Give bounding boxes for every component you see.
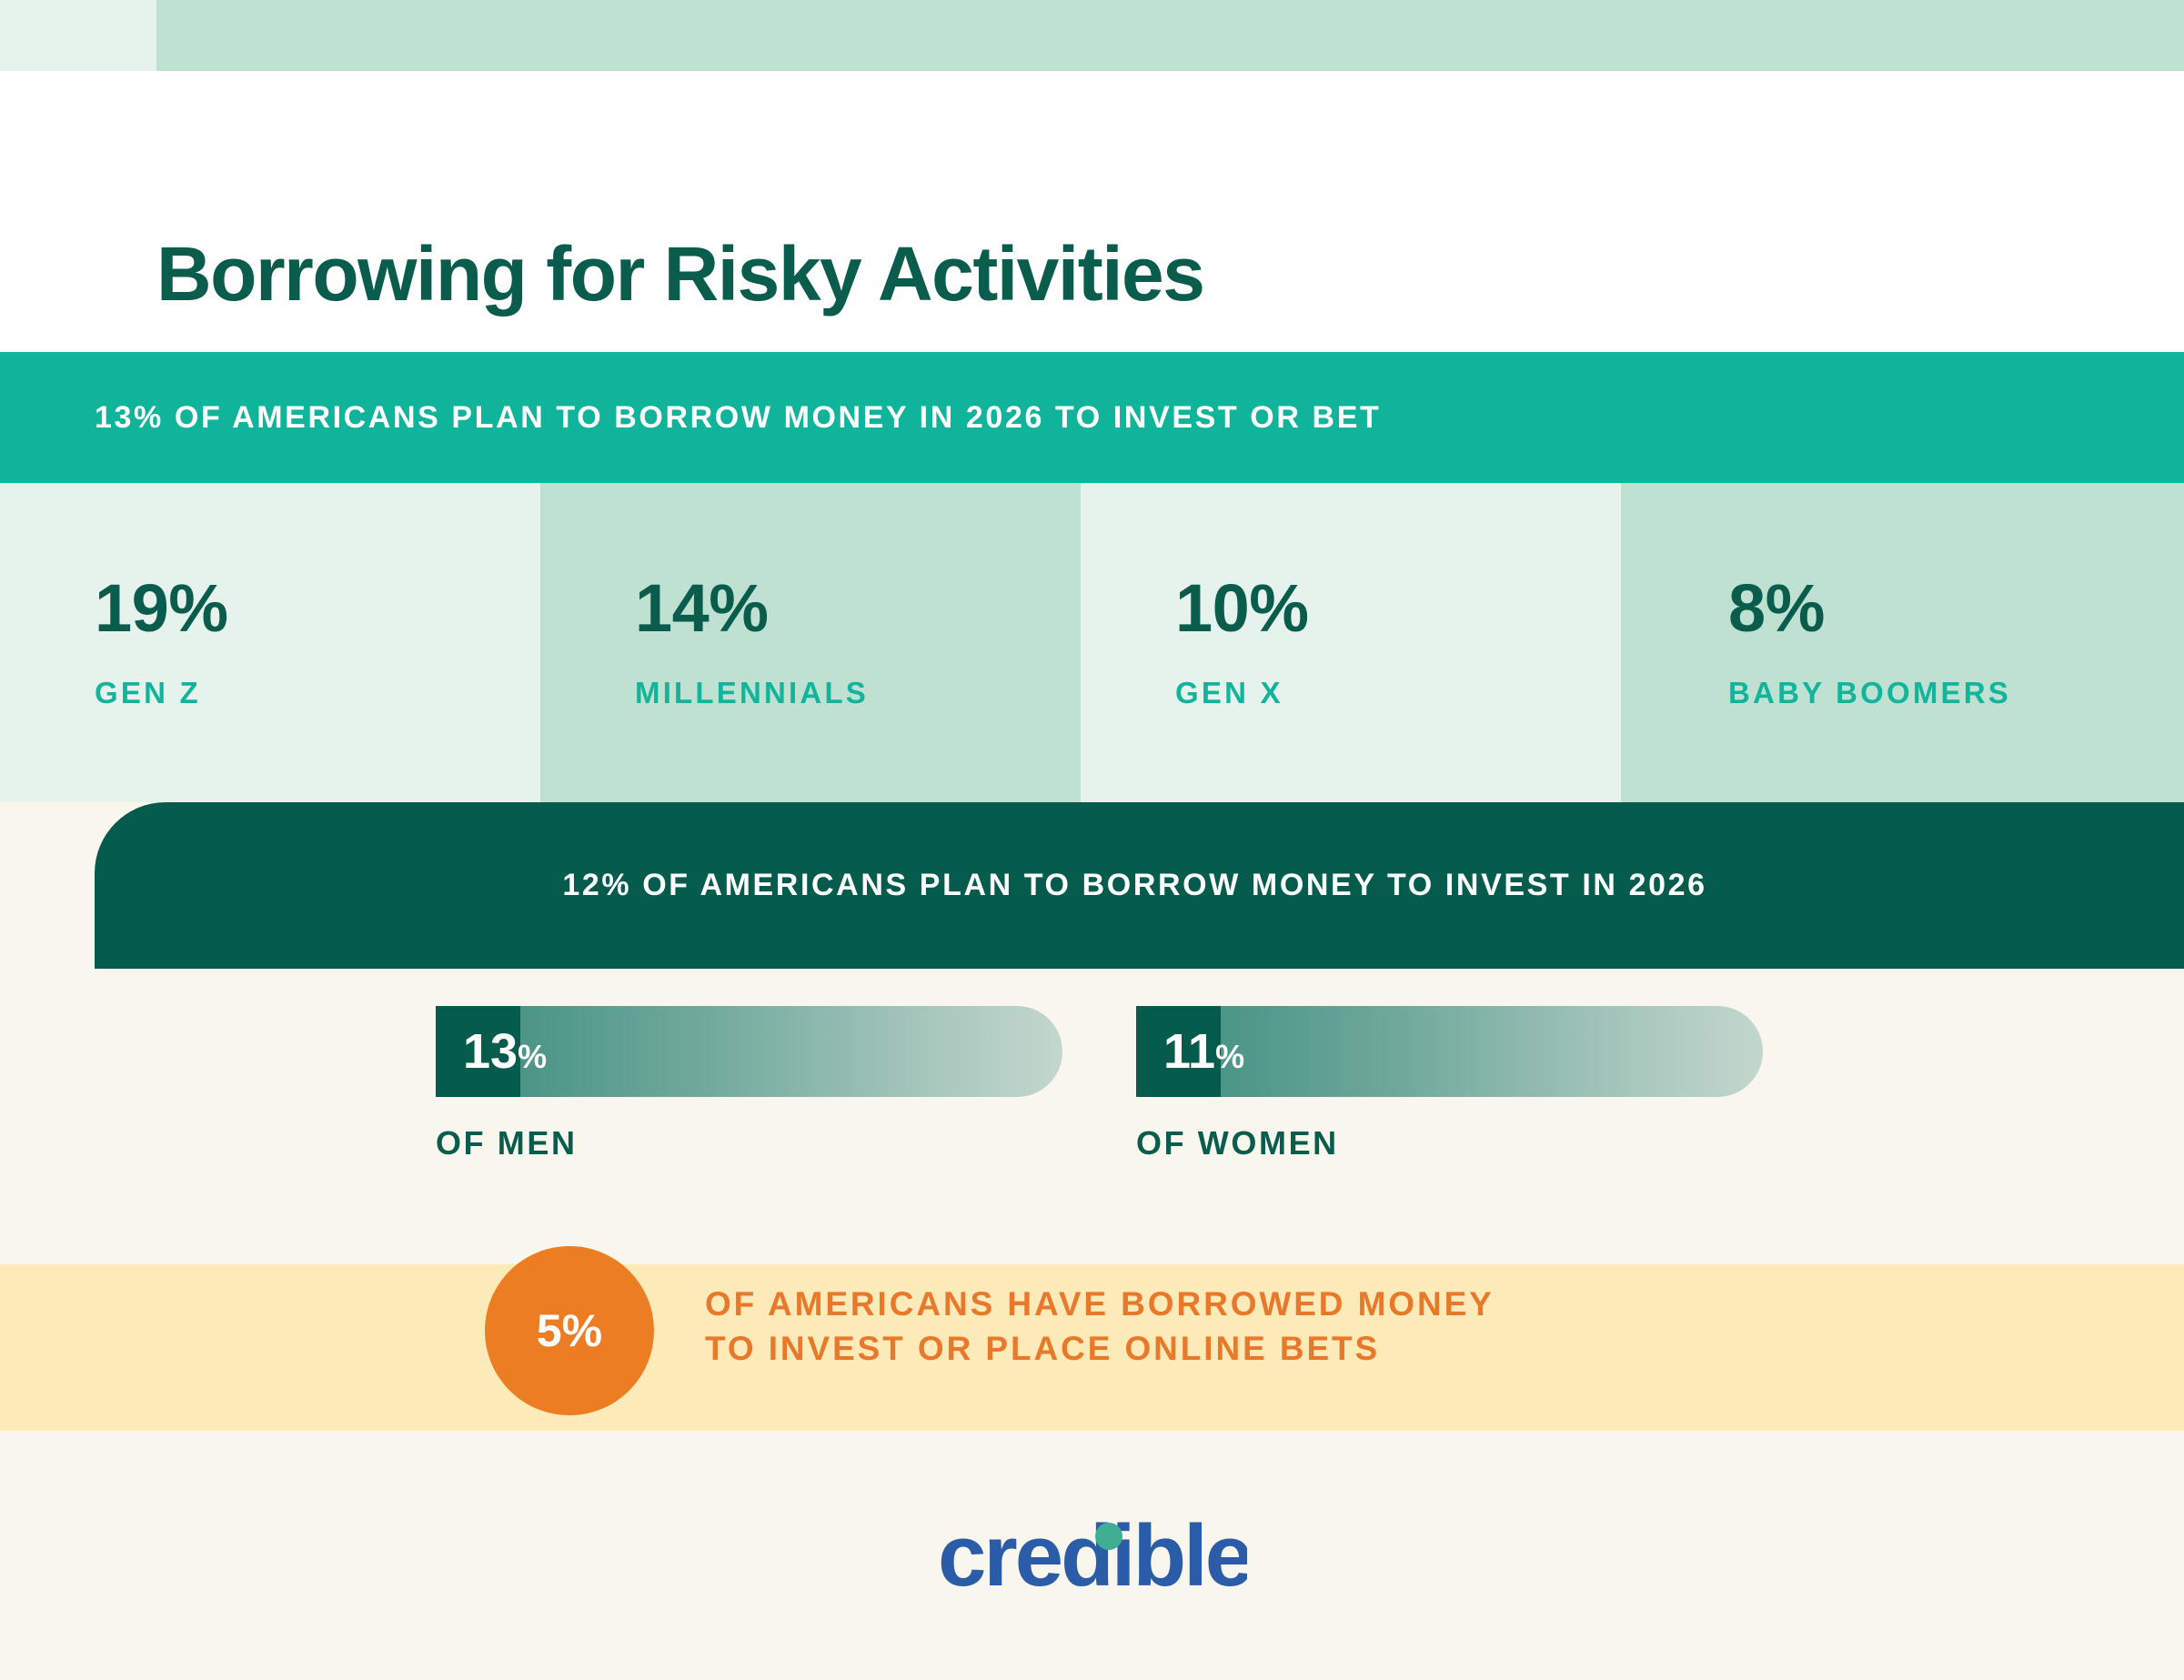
title-zone: Borrowing for Risky Activities <box>0 71 2184 352</box>
generation-stats-strip: 19% GEN Z 14% MILLENNIALS 10% GEN X 8% B… <box>0 483 2184 802</box>
credible-logo-dot-icon <box>1094 1523 1122 1550</box>
teal-headline-text: 13% OF AMERICANS PLAN TO BORROW MONEY IN… <box>95 399 1382 435</box>
callout-text-line-1: OF AMERICANS HAVE BORROWED MONEY <box>705 1285 1495 1323</box>
yellow-callout-band <box>0 1264 2184 1431</box>
top-accent-bar-light <box>0 0 156 71</box>
bar-track: 13% <box>436 1006 1062 1097</box>
bar-value: 11% <box>1163 1027 1244 1076</box>
generation-cell-gen-x: 10% GEN X <box>1081 483 1621 802</box>
generation-value: 14% <box>635 570 769 646</box>
callout-text: OF AMERICANS HAVE BORROWED MONEY TO INVE… <box>705 1283 1495 1372</box>
credible-logo-wordmark: credible <box>938 1514 1247 1602</box>
bar-value-number: 11 <box>1163 1024 1216 1079</box>
generation-label: GEN Z <box>95 676 201 709</box>
bar-caption: OF MEN <box>436 1124 578 1162</box>
bar-fill <box>1136 1006 1221 1097</box>
gender-bars-zone: 13% OF MEN 11% OF WOMEN <box>0 969 2184 1264</box>
generation-label: BABY BOOMERS <box>1728 676 2011 709</box>
generation-cell-millennials: 14% MILLENNIALS <box>540 483 1081 802</box>
generation-label: GEN X <box>1175 676 1283 709</box>
bar-value-unit: % <box>518 1038 548 1075</box>
callout-badge-circle: 5% <box>485 1246 654 1415</box>
generation-cell-gen-z: 19% GEN Z <box>0 483 540 802</box>
generation-label: MILLENNIALS <box>635 676 870 709</box>
credible-logo[interactable]: credible <box>938 1514 1247 1602</box>
dark-green-banner: 12% OF AMERICANS PLAN TO BORROW MONEY TO… <box>95 802 2184 969</box>
bar-value-number: 13 <box>463 1024 518 1079</box>
bar-caption: OF WOMEN <box>1136 1124 1339 1162</box>
generation-value: 10% <box>1175 570 1309 646</box>
bar-value-unit: % <box>1215 1038 1245 1075</box>
bar-group-women: 11% OF WOMEN <box>1136 1006 1763 1162</box>
page-title: Borrowing for Risky Activities <box>156 231 1205 317</box>
generation-value: 8% <box>1728 570 1825 646</box>
top-accent-bar-mint <box>156 0 2184 71</box>
bar-value: 13% <box>463 1027 547 1076</box>
bar-fill <box>436 1006 520 1097</box>
callout-badge-value: 5% <box>536 1305 603 1356</box>
footer-zone: credible <box>0 1431 2184 1680</box>
teal-headline-banner: 13% OF AMERICANS PLAN TO BORROW MONEY IN… <box>0 352 2184 483</box>
bar-group-men: 13% OF MEN <box>436 1006 1062 1162</box>
generation-value: 19% <box>95 570 228 646</box>
bar-track: 11% <box>1136 1006 1763 1097</box>
dark-green-banner-text: 12% OF AMERICANS PLAN TO BORROW MONEY TO… <box>562 868 1707 902</box>
generation-cell-baby-boomers: 8% BABY BOOMERS <box>1621 483 2184 802</box>
callout-text-line-2: TO INVEST OR PLACE ONLINE BETS <box>705 1329 1381 1367</box>
